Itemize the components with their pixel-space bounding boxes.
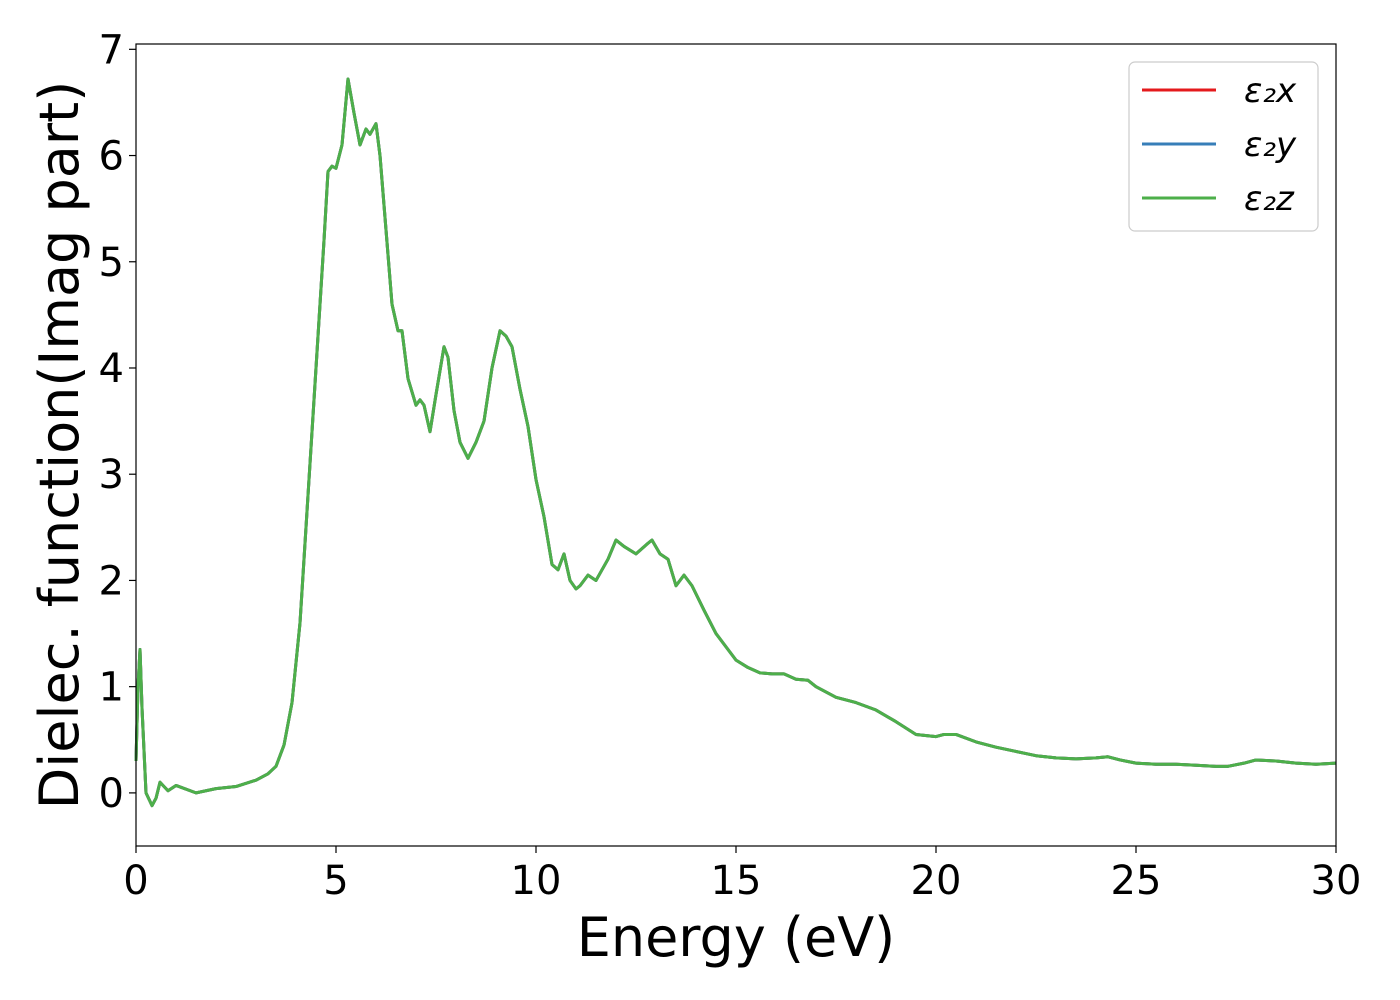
y-tick-label: 3 — [99, 452, 124, 498]
y-axis-ticks: 0 1 2 3 4 5 6 7 — [99, 27, 136, 817]
x-tick-label: 0 — [123, 858, 148, 904]
legend-entries: ε₂x ε₂y ε₂z — [1142, 71, 1297, 219]
series-line-3 — [134, 77, 1337, 808]
x-tick-label: 10 — [511, 858, 562, 904]
y-tick-label: 7 — [99, 27, 124, 73]
y-tick-label: 6 — [99, 134, 124, 180]
y-tick-label: 0 — [99, 771, 124, 817]
legend-label-2: ε₂y — [1244, 125, 1297, 165]
series-layer — [134, 77, 1337, 808]
y-axis-label: Dielec. function(Imag part) — [28, 81, 91, 810]
x-axis-label: Energy (eV) — [577, 906, 896, 969]
x-tick-label: 30 — [1311, 858, 1362, 904]
y-tick-label: 1 — [99, 665, 124, 711]
legend-label-1: ε₂x — [1244, 71, 1297, 111]
legend: ε₂x ε₂y ε₂z — [1128, 61, 1319, 232]
y-tick-label: 2 — [99, 558, 124, 604]
x-axis-ticks: 0 5 10 15 20 25 30 — [123, 846, 1361, 904]
legend-label-3: ε₂z — [1244, 179, 1295, 219]
x-tick-label: 20 — [911, 858, 962, 904]
x-tick-label: 15 — [711, 858, 762, 904]
legend-box — [1128, 61, 1319, 232]
y-tick-label: 5 — [99, 240, 124, 286]
y-tick-label: 4 — [99, 346, 124, 392]
x-tick-label: 25 — [1111, 858, 1162, 904]
x-tick-label: 5 — [323, 858, 348, 904]
